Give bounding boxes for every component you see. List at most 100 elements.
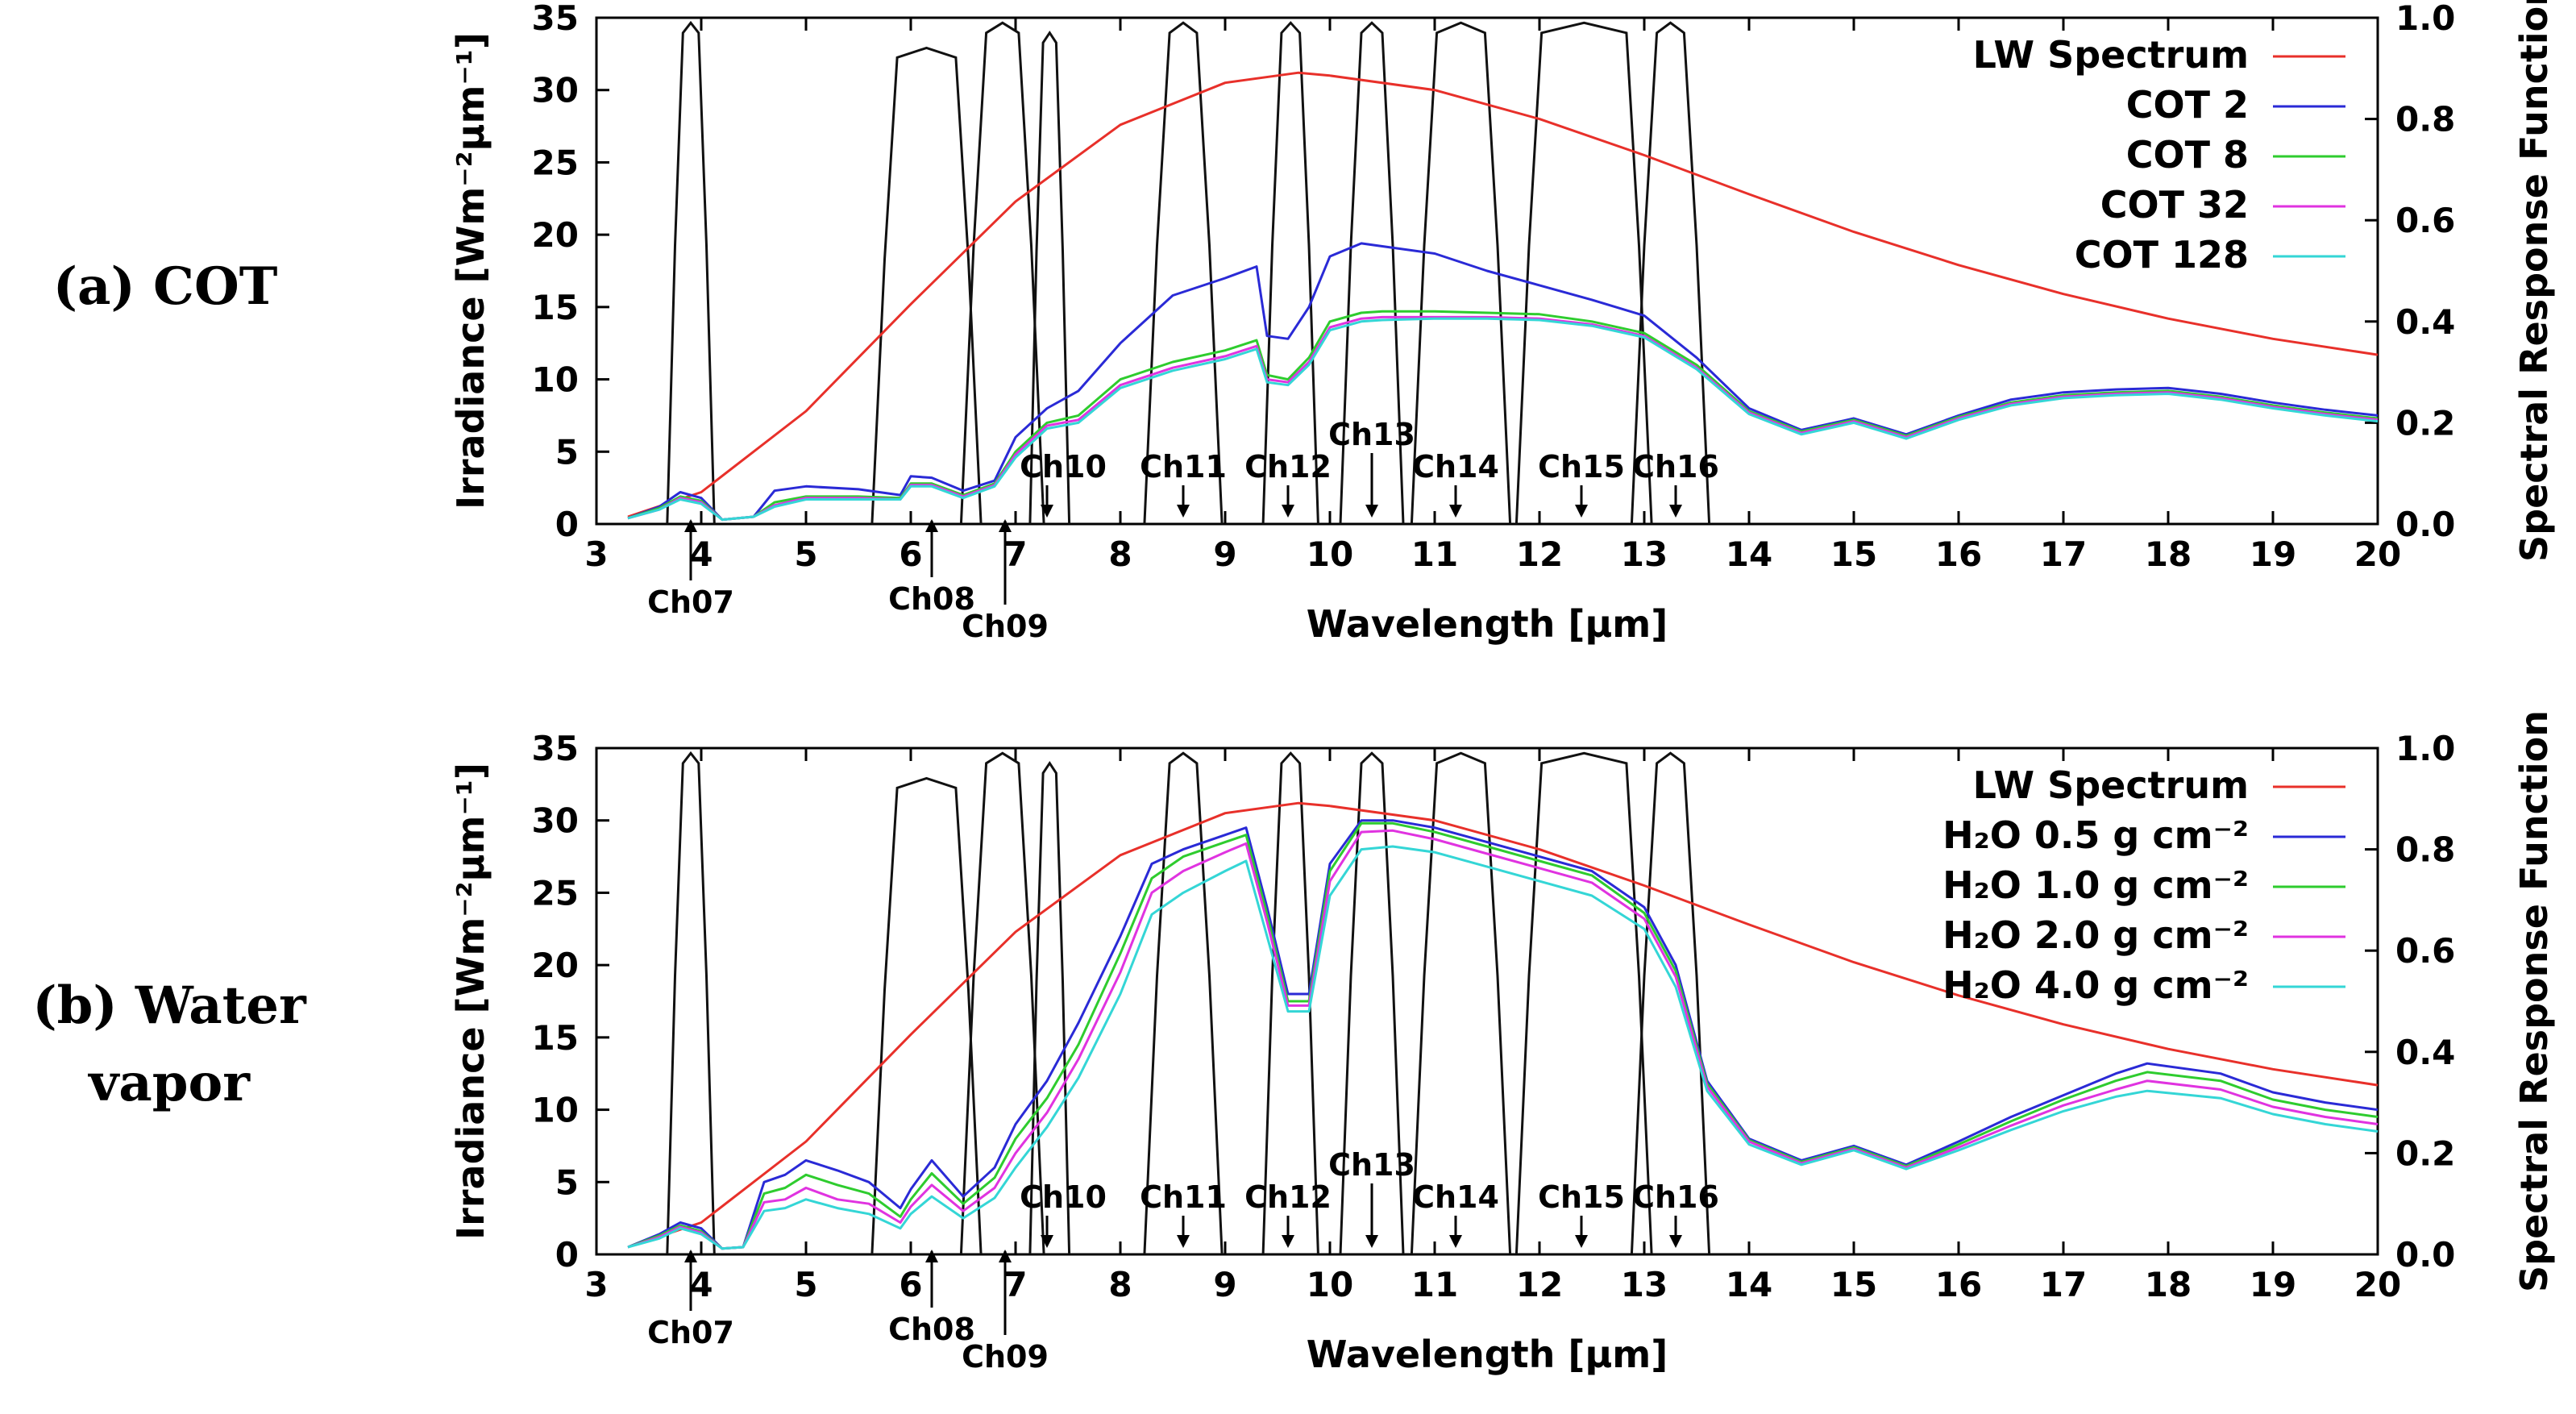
x-tick-label: 6 xyxy=(899,534,922,574)
srf-curve-ch07 xyxy=(666,751,716,1255)
x-tick-label: 7 xyxy=(1003,534,1027,574)
channel-label: Ch15 xyxy=(1538,1179,1625,1215)
channel-arrowhead xyxy=(1669,1235,1682,1248)
x-tick-label: 5 xyxy=(794,1265,817,1304)
x-tick-label: 19 xyxy=(2250,1265,2296,1304)
channel-label: Ch10 xyxy=(1020,449,1107,485)
channel-arrowhead xyxy=(925,519,938,532)
srf-curve-ch16 xyxy=(1630,21,1711,525)
x-tick-label: 20 xyxy=(2354,534,2401,574)
series-line-4 xyxy=(627,317,2379,522)
channel-arrowhead xyxy=(999,1250,1012,1262)
y-axis-label: Irradiance [Wm⁻²μm⁻¹] xyxy=(449,32,492,509)
y2-tick-label: 0.8 xyxy=(2395,100,2455,139)
panel-label-b-line1: (b) Water xyxy=(32,975,306,1036)
srf-curve-ch11 xyxy=(1143,21,1224,525)
x-tick-label: 12 xyxy=(1516,534,1563,574)
x-tick-label: 8 xyxy=(1108,534,1132,574)
series-line-3 xyxy=(627,829,2379,1250)
y-tick-label: 10 xyxy=(532,1091,579,1130)
panel-label-b-line2: vapor xyxy=(89,1053,250,1113)
x-tick-label: 13 xyxy=(1621,534,1668,574)
channel-arrowhead xyxy=(1575,1235,1588,1248)
x-tick-label: 9 xyxy=(1213,1265,1236,1304)
chart-panel-1: 3 4 5 6 7 8 9 10 11 12 13 14 15 16 17 18 19 20 0 5 10 15 20 25 3… xyxy=(449,710,2556,1376)
srf-curve-ch15 xyxy=(1514,21,1653,525)
srf-curve-ch08 xyxy=(870,776,983,1255)
srf-curve-ch09 xyxy=(959,21,1045,525)
x-tick-label: 13 xyxy=(1621,1265,1668,1304)
channel-label: Ch07 xyxy=(647,1315,734,1350)
x-tick-label: 11 xyxy=(1411,534,1458,574)
x-tick-label: 14 xyxy=(1726,534,1772,574)
x-tick-label: 20 xyxy=(2354,1265,2401,1304)
channel-label: Ch15 xyxy=(1538,449,1625,485)
srf-curve-ch13 xyxy=(1339,21,1405,525)
x-tick-label: 9 xyxy=(1213,534,1236,574)
legend-entry-label: H₂O 1.0 g cm⁻² xyxy=(1942,863,2249,907)
plot-frame xyxy=(595,747,2379,1256)
y-tick-label: 15 xyxy=(532,288,579,327)
channel-label: Ch13 xyxy=(1328,1147,1415,1183)
panel-label-a: (a) COT xyxy=(52,256,278,317)
x-tick-label: 15 xyxy=(1830,1265,1877,1304)
series-line-4 xyxy=(627,845,2379,1250)
y-tick-label: 10 xyxy=(532,360,579,400)
channel-label: Ch08 xyxy=(888,581,975,617)
channel-arrowhead xyxy=(1365,505,1378,518)
y-tick-label: 15 xyxy=(532,1018,579,1058)
channel-label: Ch07 xyxy=(647,584,734,620)
y2-tick-label: 0.6 xyxy=(2395,931,2455,971)
channel-arrowhead xyxy=(684,1250,697,1262)
y-tick-label: 20 xyxy=(532,946,579,985)
x-tick-label: 16 xyxy=(1935,534,1982,574)
x-axis-label: Wavelength [μm] xyxy=(1307,1333,1668,1376)
channel-arrowhead xyxy=(684,519,697,532)
legend-entry-label: COT 128 xyxy=(2075,233,2249,277)
y-tick-label: 30 xyxy=(532,71,579,110)
channel-arrowhead xyxy=(1041,1235,1053,1248)
channel-arrowhead xyxy=(1575,505,1588,518)
channel-arrowhead xyxy=(1669,505,1682,518)
x-axis-label: Wavelength [μm] xyxy=(1307,602,1668,646)
channel-label: Ch16 xyxy=(1632,1179,1719,1215)
y-axis-label: Irradiance [Wm⁻²μm⁻¹] xyxy=(449,763,492,1240)
legend-entry-label: COT 2 xyxy=(2126,83,2249,127)
x-tick-label: 18 xyxy=(2145,534,2192,574)
x-tick-label: 17 xyxy=(2040,1265,2087,1304)
channel-label: Ch08 xyxy=(888,1312,975,1347)
series-line-0 xyxy=(627,71,2379,518)
srf-curve-ch11 xyxy=(1143,751,1224,1255)
srf-curve-ch16 xyxy=(1630,751,1711,1255)
channel-arrowhead xyxy=(1041,505,1053,518)
y-tick-label: 20 xyxy=(532,215,579,255)
y2-tick-label: 0.8 xyxy=(2395,830,2455,870)
legend-entry-label: H₂O 4.0 g cm⁻² xyxy=(1942,963,2249,1007)
channel-label: Ch13 xyxy=(1328,417,1415,452)
x-tick-label: 18 xyxy=(2145,1265,2192,1304)
channel-arrowhead xyxy=(1282,505,1294,518)
y-tick-label: 0 xyxy=(555,1235,579,1275)
y-tick-label: 25 xyxy=(532,143,579,182)
series-line-3 xyxy=(627,315,2379,522)
y2-tick-label: 0.0 xyxy=(2395,505,2455,544)
y2-tick-label: 0.0 xyxy=(2395,1235,2455,1275)
x-tick-label: 10 xyxy=(1307,1265,1353,1304)
srf-curve-ch10 xyxy=(1028,30,1071,525)
x-tick-label: 16 xyxy=(1935,1265,1982,1304)
channel-label: Ch16 xyxy=(1632,449,1719,485)
y-tick-label: 0 xyxy=(555,505,579,544)
x-tick-label: 17 xyxy=(2040,534,2087,574)
channel-arrowhead xyxy=(1177,1235,1190,1248)
srf-curve-ch12 xyxy=(1261,751,1319,1255)
x-tick-label: 4 xyxy=(689,534,713,574)
y-tick-label: 35 xyxy=(532,0,579,38)
y2-tick-label: 0.6 xyxy=(2395,201,2455,240)
channel-label: Ch09 xyxy=(962,609,1049,644)
channel-arrowhead xyxy=(1365,1235,1378,1248)
y-tick-label: 5 xyxy=(555,1162,579,1202)
y-tick-label: 5 xyxy=(555,432,579,472)
y-tick-label: 25 xyxy=(532,873,579,913)
x-tick-label: 8 xyxy=(1108,1265,1132,1304)
